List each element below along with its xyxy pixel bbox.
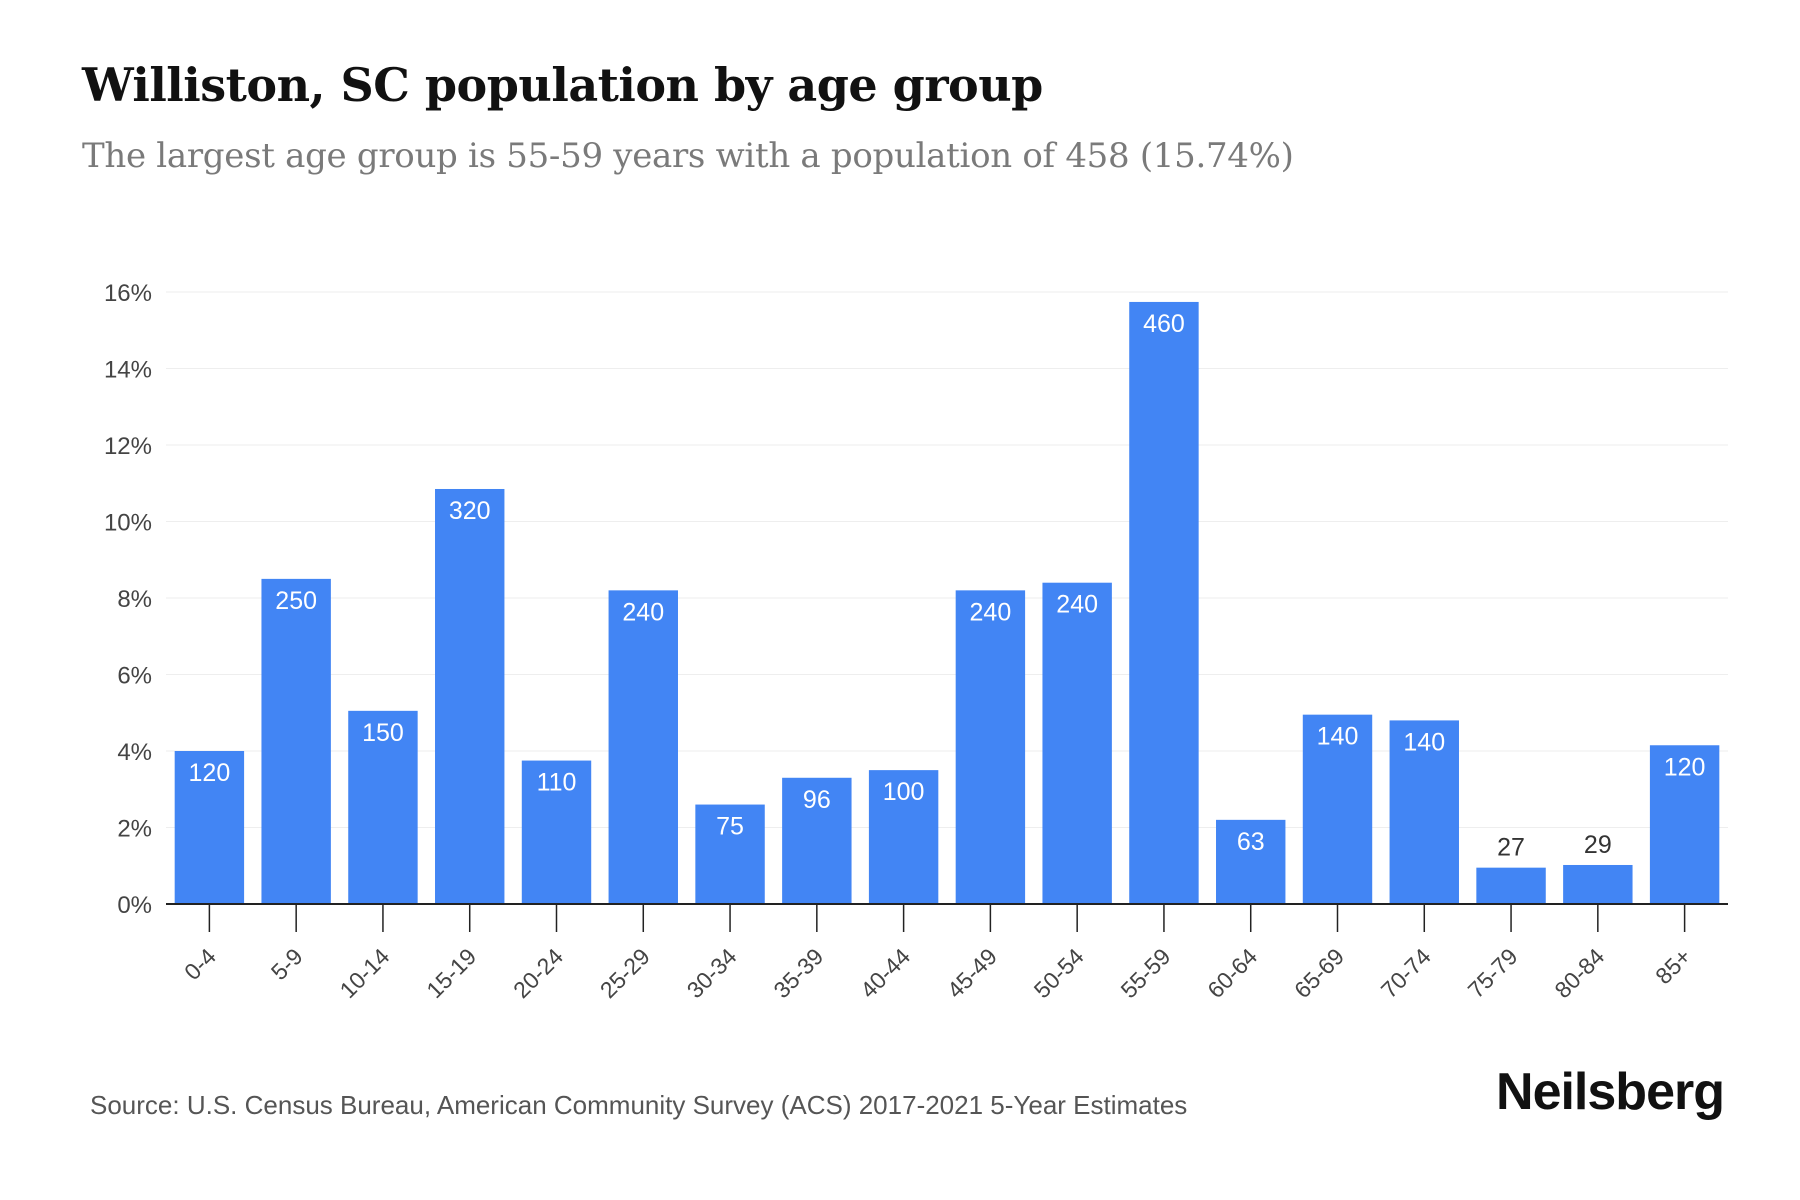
bar	[1563, 864, 1633, 904]
source-note: Source: U.S. Census Bureau, American Com…	[90, 1090, 1188, 1120]
x-tick-label: 35-39	[768, 943, 828, 1003]
bar-value-label: 460	[1143, 310, 1185, 338]
bar-value-label: 320	[449, 497, 491, 525]
bar-value-label: 240	[622, 598, 664, 626]
bar	[1042, 582, 1112, 904]
y-tick-label: 8%	[117, 586, 152, 613]
bar	[261, 578, 331, 904]
bar	[1129, 301, 1199, 904]
bar-chart: 0% 2% 4% 6% 8% 10% 12% 14% 16% 120 0-4 250 5-9 150 10-…	[104, 280, 1728, 1003]
x-tick-label: 75-79	[1463, 943, 1523, 1003]
bar	[1649, 745, 1720, 904]
y-tick-label: 10%	[104, 510, 152, 537]
bar	[348, 710, 418, 904]
bar-value-label: 63	[1237, 828, 1265, 856]
bar-value-label: 96	[803, 786, 831, 814]
bar	[521, 760, 592, 904]
bar	[695, 804, 765, 904]
y-tick-label: 14%	[104, 357, 152, 384]
x-tick-label: 65-69	[1289, 943, 1349, 1003]
bar-value-label: 240	[1056, 591, 1098, 619]
bar-value-label: 27	[1497, 834, 1525, 862]
bar-value-label: 250	[275, 587, 317, 615]
bar-value-label: 29	[1584, 831, 1612, 859]
x-tick-label: 20-24	[508, 943, 568, 1003]
bar	[868, 770, 939, 904]
y-tick-label: 0%	[117, 892, 152, 919]
x-tick-label: 10-14	[334, 943, 394, 1003]
bar	[174, 751, 245, 904]
bar-value-label: 120	[189, 759, 231, 787]
bar-value-label: 140	[1403, 728, 1445, 756]
bar	[782, 777, 852, 904]
x-tick-label: 40-44	[855, 943, 915, 1003]
x-tick-label: 45-49	[942, 943, 1002, 1003]
chart-title: Williston, SC population by age group	[82, 58, 1043, 112]
x-tick-label: 15-19	[421, 943, 481, 1003]
bar	[1216, 819, 1286, 904]
bar	[435, 488, 505, 904]
bar	[1389, 720, 1459, 904]
x-tick-label: 50-54	[1029, 943, 1089, 1003]
chart-subtitle: The largest age group is 55-59 years wit…	[82, 136, 1294, 176]
x-tick-label: 85+	[1650, 943, 1696, 989]
bar	[1302, 714, 1373, 904]
bar-value-label: 110	[537, 769, 577, 797]
x-tick-label: 25-29	[595, 943, 655, 1003]
bar-value-label: 240	[970, 598, 1012, 626]
bar-value-label: 75	[716, 813, 744, 841]
bar-value-label: 140	[1317, 723, 1359, 751]
x-tick-label: 0-4	[179, 943, 221, 985]
y-tick-label: 6%	[117, 663, 152, 690]
bar	[1476, 867, 1546, 904]
x-tick-label: 30-34	[682, 943, 742, 1003]
bar-value-label: 100	[883, 778, 925, 806]
bar-value-label: 150	[362, 719, 404, 747]
x-tick-label: 55-59	[1115, 943, 1175, 1003]
x-tick-label: 80-84	[1549, 943, 1609, 1003]
bar-value-label: 120	[1664, 753, 1706, 781]
y-tick-label: 4%	[117, 739, 152, 766]
y-tick-label: 16%	[104, 280, 152, 307]
bar	[955, 590, 1026, 904]
y-tick-label: 2%	[117, 816, 152, 843]
bar	[608, 590, 678, 904]
x-tick-label: 5-9	[266, 943, 308, 985]
y-tick-label: 12%	[104, 433, 152, 460]
brand-logo: Neilsberg	[1496, 1063, 1725, 1121]
x-tick-label: 60-64	[1202, 943, 1262, 1003]
x-tick-label: 70-74	[1376, 943, 1436, 1003]
